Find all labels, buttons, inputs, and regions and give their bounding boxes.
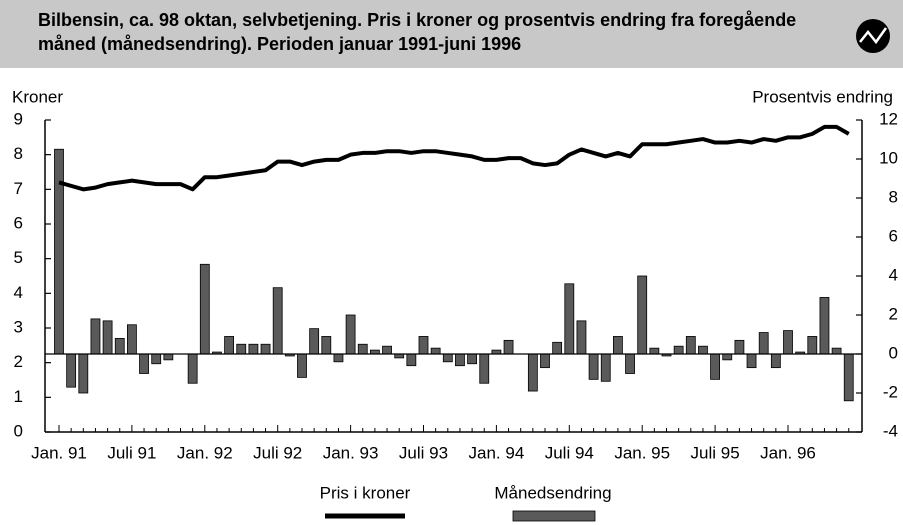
- y2-axis-label: Prosentvis endring: [752, 87, 893, 106]
- bar: [783, 330, 793, 355]
- x-tick-label: Jan. 93: [323, 443, 379, 462]
- bar: [102, 320, 113, 355]
- bar: [819, 297, 830, 355]
- y-tick-label: 0: [14, 421, 23, 440]
- legend-swatch: [512, 510, 596, 522]
- bar: [66, 353, 77, 388]
- y2-tick-label: 4: [889, 265, 898, 284]
- bar: [588, 353, 599, 380]
- y2-tick-label: 10: [879, 148, 898, 167]
- price-line: [58, 124, 850, 192]
- bar: [527, 353, 538, 392]
- bar: [163, 353, 174, 361]
- legend-label: Pris i kroner: [320, 483, 411, 502]
- bar: [357, 343, 368, 355]
- y-tick-label: 9: [14, 109, 23, 128]
- y-tick-label: 8: [14, 144, 23, 163]
- y-axis-label: Kroner: [12, 87, 63, 106]
- x-tick-label: Jan. 91: [31, 443, 87, 462]
- chart-title: Bilbensin, ca. 98 oktan, selvbetjening. …: [38, 10, 797, 54]
- bar: [649, 347, 660, 355]
- bar: [151, 353, 162, 365]
- bar: [673, 345, 684, 355]
- y2-tick-label: 2: [889, 304, 898, 323]
- bar: [345, 314, 356, 355]
- y2-tick-label: -2: [883, 382, 898, 401]
- bar: [625, 353, 635, 374]
- x-tick-label: Juli 95: [691, 443, 740, 462]
- y-tick-label: 2: [14, 352, 23, 371]
- bar: [418, 336, 429, 355]
- bar: [843, 353, 854, 402]
- x-tick-label: Jan. 94: [469, 443, 525, 462]
- bar: [467, 353, 478, 365]
- bar: [309, 328, 320, 355]
- y-tick-label: 7: [14, 179, 23, 198]
- bar: [199, 263, 210, 355]
- bar: [455, 353, 465, 367]
- bar: [831, 347, 842, 355]
- bar: [114, 337, 125, 355]
- bar: [90, 318, 101, 355]
- y2-tick-label: 8: [889, 187, 898, 206]
- bar: [78, 353, 89, 394]
- bar: [54, 148, 64, 355]
- bar: [248, 343, 259, 355]
- y2-tick-label: 12: [879, 109, 898, 128]
- y-tick-label: 3: [14, 317, 23, 336]
- bar: [321, 336, 332, 355]
- logo: [856, 19, 890, 53]
- bar: [564, 283, 575, 355]
- y2-tick-label: 0: [889, 343, 898, 362]
- bar: [503, 339, 514, 355]
- y2-tick-label: -4: [883, 421, 898, 440]
- bar: [770, 353, 781, 369]
- bar: [685, 336, 696, 355]
- bar: [260, 343, 271, 355]
- header: [0, 0, 903, 68]
- bar: [600, 353, 611, 382]
- bar: [552, 341, 563, 355]
- x-tick-label: Jan. 95: [614, 443, 670, 462]
- x-tick-label: Juli 93: [399, 443, 448, 462]
- bar: [139, 353, 149, 374]
- bar: [442, 353, 453, 363]
- bar: [746, 353, 757, 369]
- bar: [722, 353, 733, 361]
- bar: [710, 353, 720, 380]
- x-tick-label: Juli 91: [107, 443, 156, 462]
- y2-tick-label: 6: [889, 226, 898, 245]
- y-tick-label: 4: [14, 283, 23, 302]
- x-tick-label: Jan. 92: [177, 443, 233, 462]
- bar: [187, 353, 198, 384]
- bar: [430, 347, 441, 355]
- y-tick-label: 6: [14, 213, 23, 232]
- bar: [540, 353, 550, 369]
- bar: [272, 287, 283, 355]
- bar: [382, 345, 392, 355]
- bar: [698, 345, 708, 355]
- bar: [479, 353, 490, 384]
- bar: [333, 353, 344, 363]
- bar: [807, 336, 818, 355]
- x-tick-label: Jan. 96: [760, 443, 816, 462]
- bar: [224, 336, 235, 355]
- bar: [576, 320, 587, 355]
- bar: [734, 339, 745, 355]
- bar: [127, 324, 137, 355]
- bar: [297, 353, 307, 378]
- x-tick-label: Juli 92: [253, 443, 302, 462]
- legend-label: Månedsendring: [494, 483, 611, 502]
- y-tick-label: 5: [14, 248, 23, 267]
- bar: [406, 353, 417, 367]
- bar: [613, 336, 623, 355]
- bar: [758, 332, 769, 355]
- bar: [637, 275, 648, 355]
- y-tick-label: 1: [14, 387, 23, 406]
- x-tick-label: Juli 94: [545, 443, 594, 462]
- bar: [236, 343, 247, 355]
